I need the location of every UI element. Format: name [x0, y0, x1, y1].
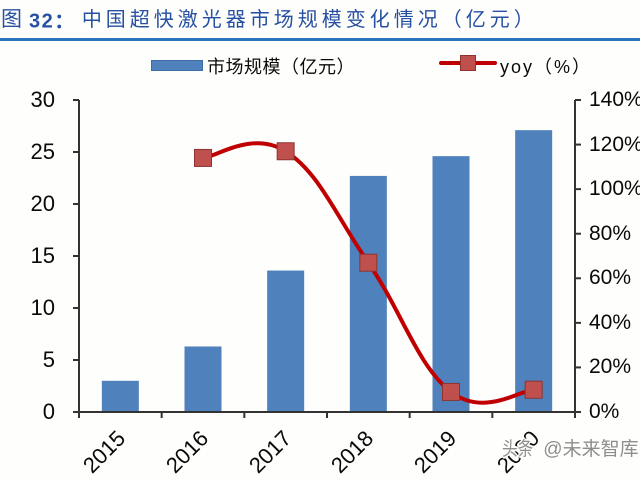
figure-title-text: 中国超快激光器市场规模变化情况（亿元） — [81, 9, 538, 31]
left-axis-label-10: 10 — [30, 295, 55, 320]
bar-2020 — [515, 130, 553, 412]
right-axis-label-40%: 40% — [589, 310, 632, 334]
left-axis-label-20: 20 — [30, 191, 55, 216]
watermark-handle: @未来智库 — [543, 439, 639, 460]
right-axis-label-20%: 20% — [589, 355, 632, 379]
figure-title: 图 32： 中国超快激光器市场规模变化情况（亿元） — [1, 7, 538, 35]
yoy-marker-2016 — [194, 148, 212, 167]
left-axis-label-15: 15 — [30, 243, 55, 268]
right-axis-label-120%: 120% — [589, 132, 640, 156]
watermark: 头条 @未来智库 — [502, 439, 639, 460]
left-axis-label-0: 0 — [42, 399, 55, 424]
right-axis-label-100%: 100% — [589, 177, 640, 201]
left-axis-label-30: 30 — [30, 87, 55, 112]
right-axis-label-60%: 60% — [589, 266, 632, 290]
bar-2016 — [184, 346, 222, 412]
bar-2017 — [267, 270, 305, 412]
chart-legend: 市场规模（亿元） yoy（%） — [0, 52, 640, 82]
legend-line-label: yoy（%） — [500, 57, 593, 77]
legend-bar-swatch — [151, 60, 203, 71]
figure-number: 32： — [22, 10, 76, 33]
legend-bar-label: 市场规模（亿元） — [207, 57, 355, 77]
bar-2019 — [432, 156, 470, 412]
yoy-marker-2019 — [442, 382, 460, 401]
right-axis-label-0%: 0% — [589, 400, 620, 423]
legend-line-marker — [460, 55, 476, 71]
yoy-marker-2018 — [359, 253, 378, 272]
left-axis-label-25: 25 — [30, 139, 55, 164]
bar-2015 — [101, 380, 139, 412]
yoy-marker-2020 — [524, 380, 543, 399]
right-axis-label-80%: 80% — [589, 221, 632, 245]
bar-2018 — [349, 175, 387, 412]
right-axis-label-140%: 140% — [589, 88, 640, 111]
watermark-brand: 头条 — [502, 439, 534, 460]
figure-label: 图 — [1, 8, 22, 31]
left-axis-label-5: 5 — [42, 347, 55, 372]
yoy-marker-2017 — [276, 142, 295, 161]
title-separator-rule — [0, 38, 640, 41]
